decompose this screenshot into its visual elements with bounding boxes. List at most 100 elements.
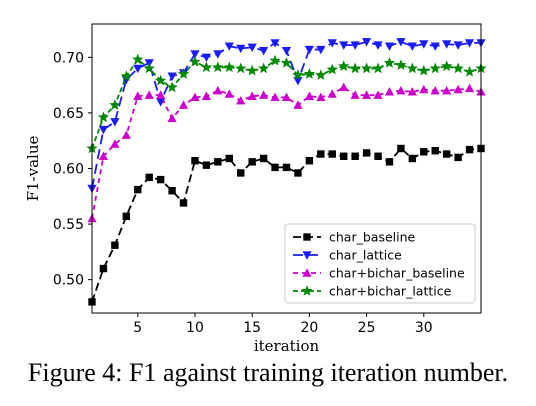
data-point (429, 62, 441, 74)
data-point (339, 41, 349, 50)
data-point (168, 187, 176, 195)
data-point (269, 54, 281, 66)
data-point (304, 45, 314, 55)
data-point (397, 144, 405, 153)
data-point (167, 72, 177, 81)
data-point (190, 50, 200, 59)
data-point (134, 185, 142, 194)
x-axis-title: iteration (254, 337, 320, 355)
data-point (385, 158, 394, 166)
series-line (91, 147, 482, 303)
y-axis-title: F1-value (24, 135, 42, 201)
data-point (316, 45, 326, 55)
x-tick-label: 20 (300, 320, 318, 336)
data-point (246, 64, 258, 76)
figure-caption: Figure 4: F1 against training iteration … (27, 358, 509, 387)
data-point (133, 91, 143, 100)
data-point (326, 63, 338, 75)
x-ticks: 5 10 15 20 25 30 (133, 313, 433, 336)
data-point (373, 41, 383, 50)
data-point (214, 158, 222, 166)
legend-label: char+bichar_lattice (329, 284, 452, 299)
data-point (302, 268, 312, 277)
data-point (303, 233, 311, 241)
data-point (97, 111, 110, 123)
data-point (360, 62, 373, 74)
data-point (384, 42, 395, 51)
y-tick-label: 0.50 (53, 273, 84, 289)
data-point (259, 46, 269, 56)
data-point (465, 145, 474, 154)
data-point (212, 61, 224, 73)
legend-label: char_baseline (329, 230, 416, 245)
data-point (167, 113, 177, 123)
data-point (339, 82, 349, 92)
data-point (396, 38, 406, 47)
data-point (259, 154, 268, 163)
data-point (156, 90, 166, 99)
data-point (98, 125, 109, 135)
data-point (442, 40, 452, 49)
data-point (179, 199, 188, 207)
data-point (463, 65, 476, 77)
data-point (121, 130, 131, 139)
data-point (213, 85, 223, 95)
x-tick-label: 5 (133, 320, 142, 336)
data-point (225, 154, 233, 163)
data-point (294, 169, 302, 177)
data-point (236, 95, 246, 105)
data-point (281, 46, 292, 56)
f1-chart: 5 10 15 20 25 30 0.50 0.55 0.60 0.65 0.70 iterati… (24, 23, 487, 355)
y-tick-label: 0.60 (53, 162, 84, 178)
data-point (453, 84, 463, 94)
y-tick-label: 0.65 (53, 106, 84, 122)
data-point (430, 85, 440, 95)
data-point (304, 91, 314, 100)
data-point (407, 87, 417, 96)
data-point (191, 157, 199, 165)
data-point (145, 173, 153, 182)
legend-label: char+bichar_baseline (329, 266, 465, 281)
series-line (91, 86, 482, 219)
data-point (406, 62, 418, 74)
data-point (419, 40, 429, 49)
data-point (431, 147, 439, 155)
data-point (349, 62, 361, 74)
data-point (316, 92, 326, 102)
data-point (166, 81, 178, 93)
data-point (383, 56, 396, 68)
data-point (110, 118, 120, 127)
data-point (419, 84, 429, 94)
legend-box (284, 223, 476, 304)
data-point (156, 175, 165, 184)
data-point (190, 92, 200, 102)
data-point (408, 154, 417, 163)
data-point (305, 157, 314, 165)
data-point (373, 90, 383, 99)
data-point (282, 163, 291, 172)
data-point (317, 150, 325, 158)
data-point (235, 62, 247, 74)
data-point (302, 251, 312, 260)
data-point (143, 62, 155, 74)
data-point (213, 50, 223, 59)
data-point (452, 62, 464, 74)
data-point (201, 91, 211, 100)
data-point (236, 44, 246, 54)
data-point (384, 87, 395, 96)
data-point (111, 241, 119, 249)
data-point (340, 152, 348, 160)
data-point (247, 91, 257, 100)
data-point (270, 39, 280, 48)
data-point (223, 61, 235, 73)
data-point (327, 89, 337, 98)
data-point (396, 85, 406, 95)
data-point (259, 90, 269, 99)
data-point (464, 39, 475, 48)
data-point (132, 53, 144, 65)
data-point (338, 60, 350, 72)
x-tick-label: 15 (243, 320, 261, 336)
data-point (453, 41, 463, 50)
x-tick-label: 30 (415, 320, 433, 336)
data-point (224, 42, 234, 51)
